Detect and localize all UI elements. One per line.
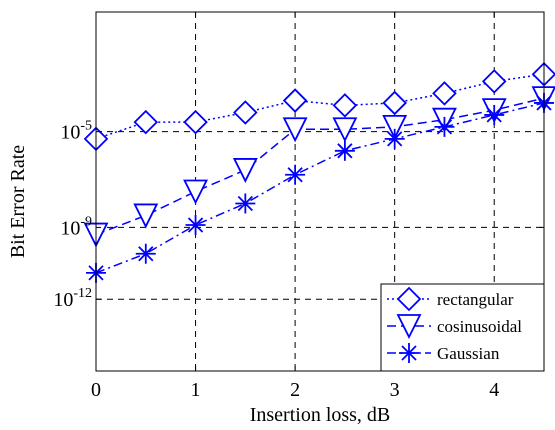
legend-entry-rectangular: rectangular	[387, 286, 514, 312]
y-tick-label: 10-12	[53, 286, 92, 311]
data-point-rectangular	[233, 100, 258, 125]
data-point-Gaussian	[285, 164, 306, 185]
data-point-Gaussian	[484, 104, 505, 125]
asterisk-stroke	[237, 195, 253, 212]
data-point-cosinusoidal	[332, 117, 358, 143]
data-point-Gaussian	[235, 193, 256, 214]
data-point-cosinusoidal	[133, 203, 159, 229]
asterisk-stroke	[287, 167, 303, 183]
plot-frame	[95, 11, 545, 372]
series-rectangular	[83, 61, 555, 152]
data-point-cosinusoidal	[282, 117, 308, 143]
legend-entry-cosinusoidal: cosinusoidal	[387, 314, 522, 340]
data-point-rectangular	[183, 109, 208, 135]
data-point-Gaussian	[434, 116, 455, 137]
y-tick-exponent: -9	[80, 214, 92, 229]
x-tick-label: 2	[290, 379, 300, 401]
y-tick-base: 10	[53, 289, 73, 311]
legend-marker	[396, 314, 422, 340]
y-axis-label: Bit Error Rate	[7, 145, 29, 258]
legend-entry-Gaussian: Gaussian	[387, 343, 500, 363]
series-line-rectangular	[95, 73, 545, 140]
x-tick-label: 0	[91, 379, 101, 401]
asterisk-stroke	[401, 345, 417, 361]
y-tick-exponent: -5	[80, 119, 92, 134]
y-tick-base: 10	[60, 122, 80, 144]
legend-label: cosinusoidal	[437, 317, 522, 336]
x-tick-label: 4	[489, 379, 499, 401]
data-point-rectangular	[332, 93, 358, 118]
data-point-rectangular	[282, 88, 308, 113]
data-point-Gaussian	[135, 243, 156, 264]
data-point-Gaussian	[185, 215, 206, 236]
data-point-cosinusoidal	[183, 179, 209, 205]
series-layer	[83, 61, 555, 283]
y-tick-base: 10	[60, 217, 80, 239]
asterisk-stroke	[337, 143, 353, 159]
asterisk-stroke	[187, 217, 204, 233]
asterisk-stroke	[387, 131, 403, 147]
y-tick-label: 10-5	[60, 119, 92, 144]
legend: rectangular cosinusoidal Gaussian	[380, 283, 545, 372]
data-point-cosinusoidal	[232, 158, 258, 183]
asterisk-stroke	[436, 119, 453, 135]
y-tick-label: 10-9	[60, 214, 92, 239]
legend-marker	[396, 286, 422, 312]
x-axis-label: Insertion loss, dB	[250, 404, 391, 426]
data-point-cosinusoidal	[382, 114, 408, 140]
series-line-Gaussian	[95, 102, 545, 274]
y-tick-exponent: -12	[73, 286, 92, 301]
asterisk-stroke	[138, 246, 154, 262]
data-point-Gaussian	[334, 140, 355, 161]
legend-label: rectangular	[437, 290, 514, 309]
x-tick-label: 1	[191, 379, 201, 401]
data-point-rectangular	[382, 90, 407, 116]
legend-label: Gaussian	[437, 344, 500, 363]
data-point-Gaussian	[384, 128, 405, 149]
ticks: 0 1 2 3 410-510-910-12	[53, 12, 544, 401]
data-point-rectangular	[481, 69, 507, 94]
x-tick-label: 3	[390, 379, 400, 401]
legend-marker	[399, 343, 419, 363]
series-cosinusoidal	[83, 86, 555, 248]
asterisk-stroke	[486, 107, 502, 123]
data-point-rectangular	[133, 109, 159, 135]
data-point-rectangular	[432, 81, 457, 106]
